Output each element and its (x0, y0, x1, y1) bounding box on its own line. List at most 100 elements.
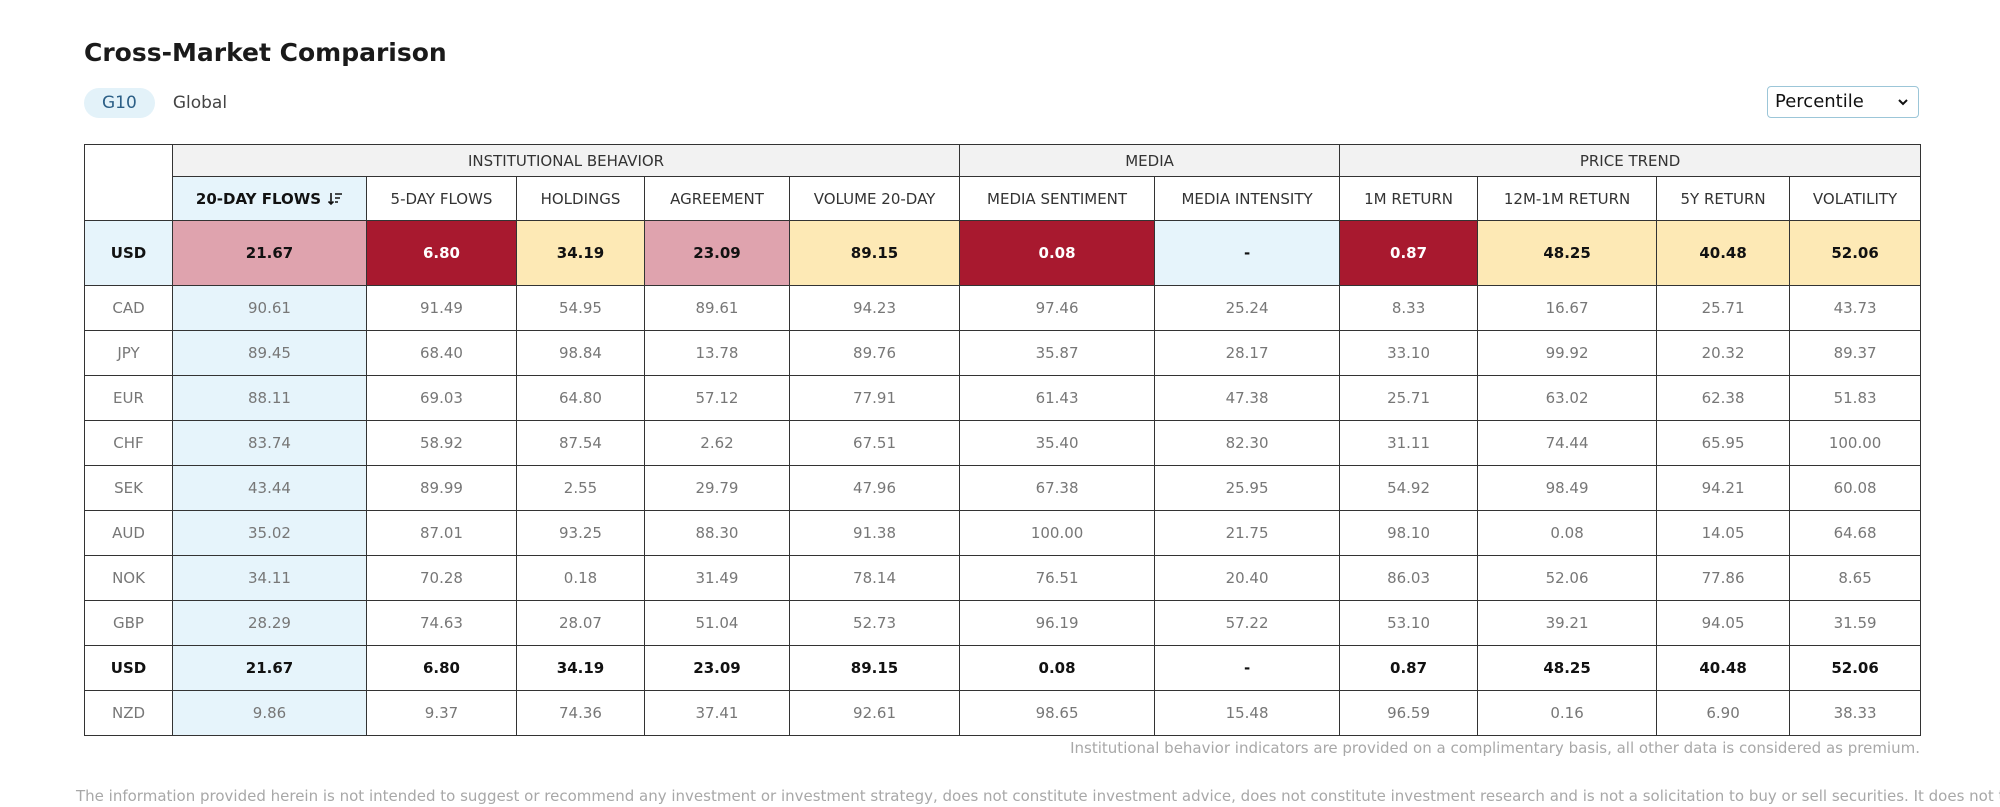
highlight-cell: 21.67 (172, 220, 367, 286)
page-title: Cross-Market Comparison (84, 38, 447, 67)
table-cell: 53.10 (1339, 600, 1479, 646)
column-header-label: VOLUME 20-DAY (813, 189, 936, 208)
column-header-label: 20-DAY FLOWS (195, 189, 322, 208)
table-cell: 69.03 (366, 375, 517, 421)
table-cell: 98.84 (516, 330, 645, 376)
column-header-5-day-flows[interactable]: 5-DAY FLOWS (366, 176, 517, 221)
table-cell: 14.05 (1656, 510, 1791, 556)
group-header-row: INSTITUTIONAL BEHAVIOR MEDIA PRICE TREND (84, 144, 1922, 221)
table-cell: 0.16 (1477, 690, 1658, 736)
group-institutional-behavior: INSTITUTIONAL BEHAVIOR (171, 144, 961, 177)
column-header-label: AGREEMENT (670, 189, 764, 208)
tab-global[interactable]: Global (172, 93, 228, 113)
table-cell: 51.04 (644, 600, 790, 646)
table-cell: 13.78 (644, 330, 790, 376)
table-cell: 100.00 (1789, 420, 1922, 466)
table-cell: 87.01 (366, 510, 517, 556)
table-row[interactable]: CAD 90.61 91.49 54.95 89.61 94.23 97.46 25.24 8.… (84, 285, 1922, 331)
table-cell: 25.71 (1339, 375, 1479, 421)
table-cell: 29.79 (644, 465, 790, 511)
table-cell: 77.91 (788, 375, 961, 421)
table-cell: 91.49 (366, 285, 517, 331)
table-row[interactable]: SEK 43.44 89.99 2.55 29.79 47.96 67.38 25.95 54.… (84, 465, 1922, 511)
table-cell: 9.86 (172, 690, 367, 736)
row-label: USD (84, 220, 173, 286)
market-tabs: G10 Global (84, 88, 245, 118)
disclaimer: The information provided herein is not i… (76, 787, 2000, 805)
table-cell: 43.73 (1789, 285, 1922, 331)
table-cell: 89.99 (366, 465, 517, 511)
metric-select[interactable]: Percentile (1767, 86, 1919, 118)
highlight-cell: 23.09 (644, 220, 790, 286)
table-cell: 54.92 (1339, 465, 1479, 511)
column-header-label: 12M-1M RETURN (1503, 189, 1631, 208)
highlight-cell: 52.06 (1789, 220, 1922, 286)
table-cell: 34.11 (172, 555, 367, 601)
highlight-row[interactable]: USD 21.67 6.80 34.19 23.09 89.15 0.08-0.87 48.2… (84, 220, 1922, 286)
table-cell: 6.90 (1656, 690, 1791, 736)
table-cell: 16.67 (1477, 285, 1658, 331)
table-cell: 91.38 (788, 510, 961, 556)
table-cell: 94.23 (788, 285, 961, 331)
table-row[interactable]: NOK 34.11 70.28 0.18 31.49 78.14 76.51 20.40 86.… (84, 555, 1922, 601)
column-header-media-intensity[interactable]: MEDIA INTENSITY (1154, 176, 1341, 221)
row-label: NZD (84, 690, 173, 736)
table-cell: 96.59 (1339, 690, 1479, 736)
table-row[interactable]: AUD 35.02 87.01 93.25 88.30 91.38 100.00 21.75 9… (84, 510, 1922, 556)
table-cell: 52.06 (1789, 645, 1922, 691)
table-cell: 2.55 (516, 465, 645, 511)
sort-descending-icon[interactable] (327, 191, 343, 207)
table-cell: 68.40 (366, 330, 517, 376)
table-cell: 89.15 (788, 645, 961, 691)
table-cell: 34.19 (516, 645, 645, 691)
table-row[interactable]: CHF 83.74 58.92 87.54 2.62 67.51 35.40 82.30 31.… (84, 420, 1922, 466)
table-cell: 74.44 (1477, 420, 1658, 466)
column-header-volume-20-day[interactable]: VOLUME 20-DAY (788, 176, 961, 221)
table-cell: 67.38 (959, 465, 1156, 511)
table-row[interactable]: NZD 9.86 9.37 74.36 37.41 92.61 98.65 15.48 96.5… (84, 690, 1922, 736)
column-header-label: VOLATILITY (1812, 189, 1898, 208)
table-cell: 0.18 (516, 555, 645, 601)
table-cell: 96.19 (959, 600, 1156, 646)
column-header-row: 20-DAY FLOWS 5-DAY FLOWS HOLDINGS AGREEMENT… (85, 176, 1922, 221)
table-row[interactable]: JPY 89.45 68.40 98.84 13.78 89.76 35.87 28.17 33… (84, 330, 1922, 376)
table-cell: 61.43 (959, 375, 1156, 421)
table-cell: 35.02 (172, 510, 367, 556)
table-cell: 0.87 (1339, 645, 1479, 691)
table-cell: 31.49 (644, 555, 790, 601)
column-header-12m-1m-return[interactable]: 12M-1M RETURN (1477, 176, 1658, 221)
table-cell: 33.10 (1339, 330, 1479, 376)
highlight-cell: - (1154, 220, 1341, 286)
column-header-media-sentiment[interactable]: MEDIA SENTIMENT (959, 176, 1156, 221)
column-header-holdings[interactable]: HOLDINGS (516, 176, 645, 221)
table-cell: 74.63 (366, 600, 517, 646)
group-price-trend: PRICE TREND (1339, 144, 1922, 177)
column-header-volatility[interactable]: VOLATILITY (1789, 176, 1922, 221)
column-header-agreement[interactable]: AGREEMENT (644, 176, 790, 221)
table-cell: 48.25 (1477, 645, 1658, 691)
table-cell: 21.67 (172, 645, 367, 691)
column-header-label: HOLDINGS (540, 189, 621, 208)
table-cell: 0.08 (1477, 510, 1658, 556)
column-header-1m-return[interactable]: 1M RETURN (1339, 176, 1479, 221)
table-row[interactable]: EUR 88.11 69.03 64.80 57.12 77.91 61.43 47.38 25… (84, 375, 1922, 421)
tab-g10[interactable]: G10 (84, 88, 155, 118)
table-cell: 89.37 (1789, 330, 1922, 376)
table-cell: 0.08 (959, 645, 1156, 691)
table-cell: 15.48 (1154, 690, 1341, 736)
table-cell: 31.59 (1789, 600, 1922, 646)
table-cell: 94.05 (1656, 600, 1791, 646)
table-row[interactable]: GBP 28.29 74.63 28.07 51.04 52.73 96.19 57.22 53… (84, 600, 1922, 646)
table-cell: 23.09 (644, 645, 790, 691)
table-cell: 2.62 (644, 420, 790, 466)
table-cell: 58.92 (366, 420, 517, 466)
highlight-cell: 0.87 (1339, 220, 1479, 286)
table-cell: 8.33 (1339, 285, 1479, 331)
table-row[interactable]: USD 21.67 6.80 34.19 23.09 89.15 0.08-0.87 48.2… (84, 645, 1922, 691)
column-header-label: 1M RETURN (1364, 189, 1454, 208)
column-header-5y-return[interactable]: 5Y RETURN (1656, 176, 1791, 221)
table-cell: 93.25 (516, 510, 645, 556)
column-header-label: 5-DAY FLOWS (390, 189, 493, 208)
table-cell: 65.95 (1656, 420, 1791, 466)
column-header-20-day-flows[interactable]: 20-DAY FLOWS (172, 176, 367, 221)
